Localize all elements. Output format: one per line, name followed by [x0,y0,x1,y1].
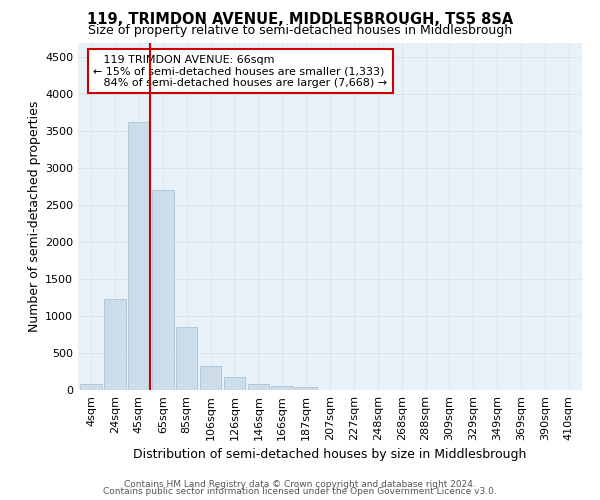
Bar [248,384,269,390]
Bar [152,190,173,390]
Bar [128,122,149,390]
Text: 119 TRIMDON AVENUE: 66sqm
← 15% of semi-detached houses are smaller (1,333)
   8: 119 TRIMDON AVENUE: 66sqm ← 15% of semi-… [93,54,387,88]
Text: Contains public sector information licensed under the Open Government Licence v3: Contains public sector information licen… [103,487,497,496]
Bar [295,388,317,390]
Bar [80,384,102,390]
Text: Size of property relative to semi-detached houses in Middlesbrough: Size of property relative to semi-detach… [88,24,512,37]
Text: Contains HM Land Registry data © Crown copyright and database right 2024.: Contains HM Land Registry data © Crown c… [124,480,476,489]
Text: 119, TRIMDON AVENUE, MIDDLESBROUGH, TS5 8SA: 119, TRIMDON AVENUE, MIDDLESBROUGH, TS5 … [87,12,513,28]
X-axis label: Distribution of semi-detached houses by size in Middlesbrough: Distribution of semi-detached houses by … [133,448,527,462]
Y-axis label: Number of semi-detached properties: Number of semi-detached properties [28,100,41,332]
Bar [200,366,221,390]
Bar [271,386,293,390]
Bar [104,299,126,390]
Bar [224,378,245,390]
Bar [176,327,197,390]
